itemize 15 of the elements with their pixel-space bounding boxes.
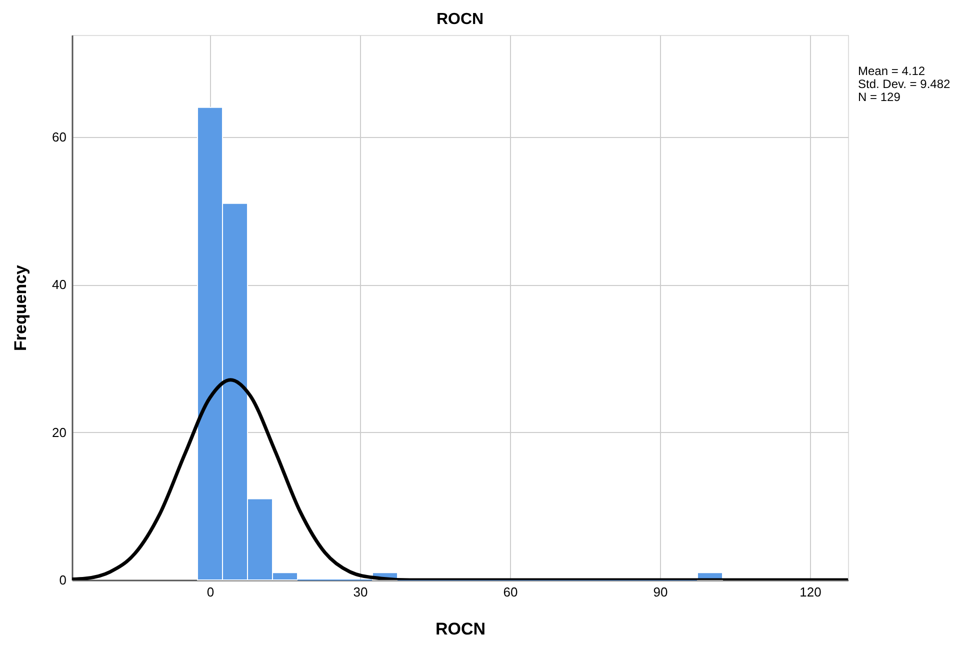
chart-title: ROCN: [436, 11, 484, 28]
x-tick-label: 120: [800, 584, 822, 600]
text: Std. Dev. = 9.482: [858, 77, 950, 91]
x-tick-label: 60: [503, 584, 518, 600]
x-axis-title: ROCN: [435, 620, 486, 638]
y-axis-title: Frequency: [11, 264, 30, 351]
y-tick-label: 0: [59, 572, 66, 588]
y-tick-label: 20: [52, 424, 66, 440]
text: N = 129: [858, 90, 901, 104]
text: Mean = 4.12: [858, 64, 926, 78]
y-tick-label: 40: [52, 277, 66, 292]
x-tick-label: 0: [206, 584, 214, 600]
x-tick-label: 90: [653, 584, 668, 600]
x-tick-label: 30: [353, 584, 368, 600]
y-tick-label: 60: [52, 129, 66, 144]
